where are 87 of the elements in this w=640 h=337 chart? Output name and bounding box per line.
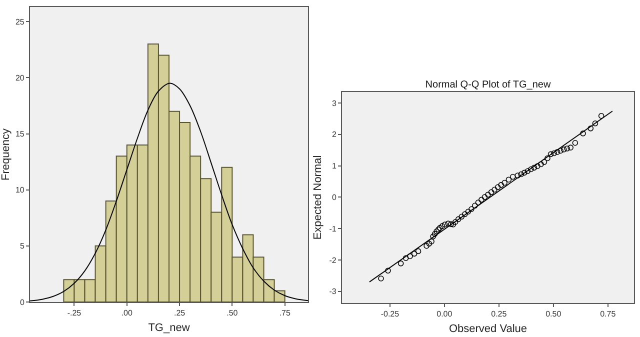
point bbox=[510, 174, 516, 180]
point bbox=[426, 240, 432, 247]
point bbox=[506, 176, 512, 182]
point bbox=[541, 159, 548, 165]
point bbox=[564, 146, 570, 152]
point bbox=[428, 238, 434, 244]
x-axis-title: TG_new bbox=[148, 322, 190, 334]
y-tick-label: 5 bbox=[20, 242, 25, 251]
point bbox=[398, 260, 404, 266]
point bbox=[588, 126, 594, 132]
point bbox=[472, 202, 478, 209]
point bbox=[494, 184, 501, 190]
point bbox=[498, 182, 504, 188]
point bbox=[548, 151, 554, 158]
point bbox=[407, 253, 413, 260]
point bbox=[385, 268, 391, 274]
point bbox=[568, 144, 574, 150]
point bbox=[430, 234, 436, 240]
y-tick-label: 0 bbox=[20, 298, 25, 307]
y-tick-label: 2 bbox=[332, 130, 337, 140]
point bbox=[424, 242, 430, 249]
y-axis-title: Expected Normal bbox=[312, 155, 324, 240]
point bbox=[538, 161, 544, 168]
point bbox=[528, 166, 534, 172]
point bbox=[434, 228, 440, 234]
point bbox=[458, 214, 465, 220]
x-tick-label: -.25 bbox=[67, 308, 82, 318]
y-tick-label: 3 bbox=[332, 98, 337, 108]
x-tick-label: -0.25 bbox=[380, 310, 400, 319]
point bbox=[455, 216, 462, 222]
point bbox=[478, 196, 484, 203]
point bbox=[465, 208, 472, 215]
point bbox=[488, 189, 494, 196]
point bbox=[439, 223, 446, 229]
point bbox=[432, 231, 438, 237]
point bbox=[445, 220, 452, 226]
point bbox=[485, 192, 491, 198]
point bbox=[551, 150, 557, 156]
point bbox=[554, 149, 560, 155]
y-tick-label: -2 bbox=[329, 256, 337, 265]
x-axis-title: Observed Value bbox=[448, 322, 528, 335]
point bbox=[378, 276, 384, 282]
x-tick-label: 0.50 bbox=[546, 310, 562, 319]
y-tick-label: 1 bbox=[332, 162, 337, 171]
point bbox=[462, 211, 468, 218]
point bbox=[572, 140, 578, 146]
x-tick-label: .25 bbox=[174, 308, 186, 318]
point bbox=[534, 163, 540, 169]
point bbox=[415, 248, 422, 254]
y-tick-label: 25 bbox=[15, 17, 25, 26]
point bbox=[592, 120, 598, 126]
y-tick-label: 20 bbox=[15, 73, 25, 82]
point bbox=[468, 206, 474, 212]
point bbox=[544, 155, 550, 162]
y-tick-label: -1 bbox=[329, 224, 337, 234]
point bbox=[475, 200, 482, 206]
point bbox=[521, 170, 528, 176]
point bbox=[580, 130, 586, 136]
x-tick-label: .00 bbox=[121, 308, 133, 318]
point bbox=[560, 146, 567, 152]
y-tick-label: -3 bbox=[329, 287, 337, 296]
point bbox=[598, 112, 604, 119]
point bbox=[492, 186, 498, 193]
x-tick-label: 0.75 bbox=[600, 310, 616, 319]
x-tick-label: 0.25 bbox=[491, 310, 508, 319]
point bbox=[482, 194, 488, 200]
x-tick-label: .75 bbox=[279, 308, 291, 318]
point bbox=[448, 221, 454, 228]
point bbox=[514, 172, 521, 178]
point bbox=[558, 148, 564, 154]
point bbox=[502, 180, 508, 186]
point bbox=[411, 250, 418, 257]
y-tick-label: 10 bbox=[15, 186, 25, 195]
line-series bbox=[30, 82, 308, 302]
point bbox=[450, 222, 456, 228]
x-tick-label: 0.00 bbox=[436, 310, 453, 319]
y-axis-title: Frequency bbox=[0, 128, 12, 180]
y-tick-label: 0 bbox=[332, 192, 337, 202]
point bbox=[452, 219, 458, 225]
chart-title: Normal Q-Q Plot of TG_new bbox=[425, 80, 552, 90]
y-tick-label: 15 bbox=[15, 130, 25, 139]
point bbox=[402, 255, 409, 261]
point bbox=[442, 222, 448, 228]
point bbox=[531, 164, 538, 171]
point bbox=[518, 171, 524, 178]
point bbox=[524, 168, 531, 174]
x-tick-label: .50 bbox=[226, 308, 238, 318]
